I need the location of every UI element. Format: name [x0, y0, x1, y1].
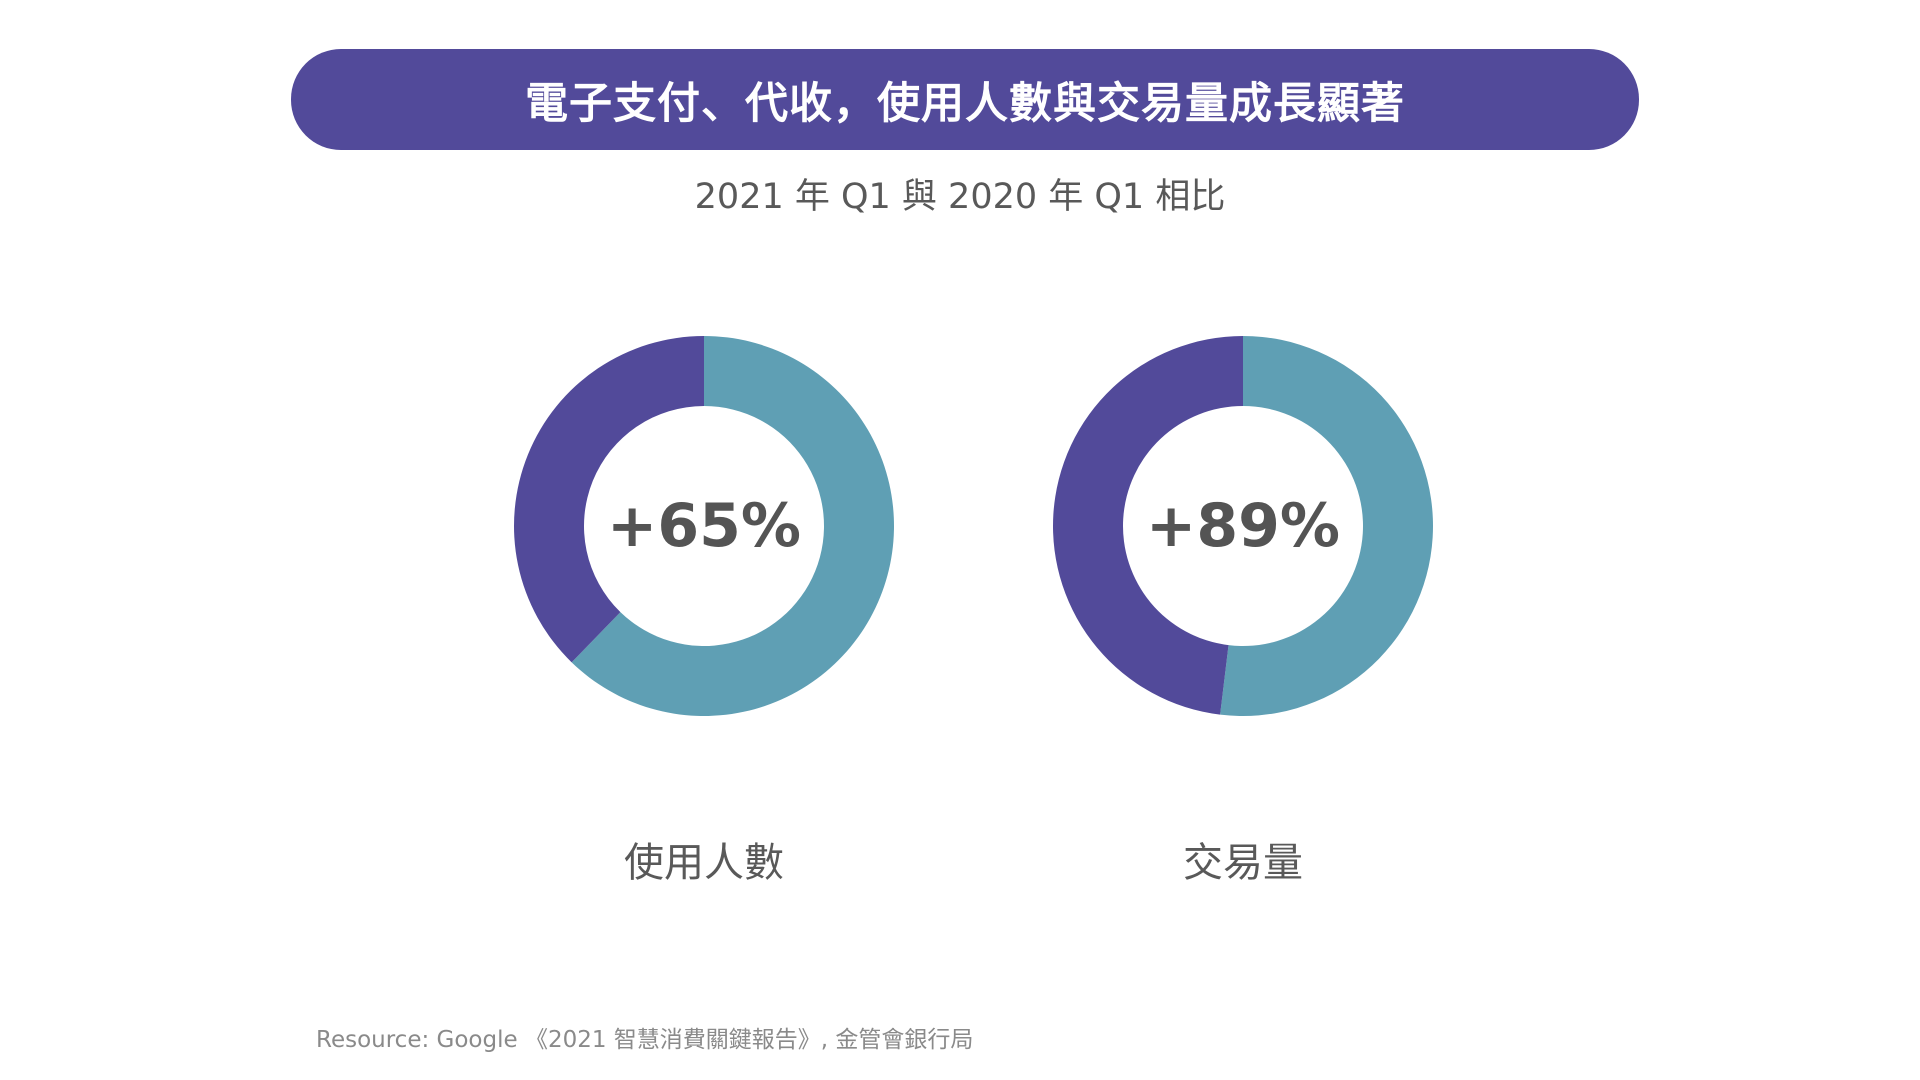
- donut-volume-category-label: 交易量: [1183, 840, 1303, 886]
- donut-users: +65%: [513, 335, 895, 717]
- donut-1-slice-previous: [1053, 336, 1243, 715]
- donut-1-slice-current: [1220, 336, 1433, 716]
- donut-volume-svg: [1053, 336, 1433, 716]
- donut-users-category-label: 使用人數: [624, 840, 784, 886]
- donut-users-center-label: +65%: [607, 491, 801, 561]
- donut-0-slice-previous: [514, 336, 704, 663]
- source-note: Resource: Google 《2021 智慧消費關鍵報告》, 金管會銀行局: [316, 1027, 974, 1053]
- chart-subtitle: 2021 年 Q1 與 2020 年 Q1 相比: [694, 177, 1226, 217]
- donut-0-slice-current: [571, 336, 894, 716]
- donut-users-svg: [514, 336, 894, 716]
- donut-volume: +89%: [1052, 335, 1434, 717]
- chart-title: 電子支付、代收，使用人數與交易量成長顯著: [525, 78, 1405, 129]
- title-banner: 電子支付、代收，使用人數與交易量成長顯著: [291, 49, 1639, 150]
- donut-volume-center-label: +89%: [1146, 491, 1340, 561]
